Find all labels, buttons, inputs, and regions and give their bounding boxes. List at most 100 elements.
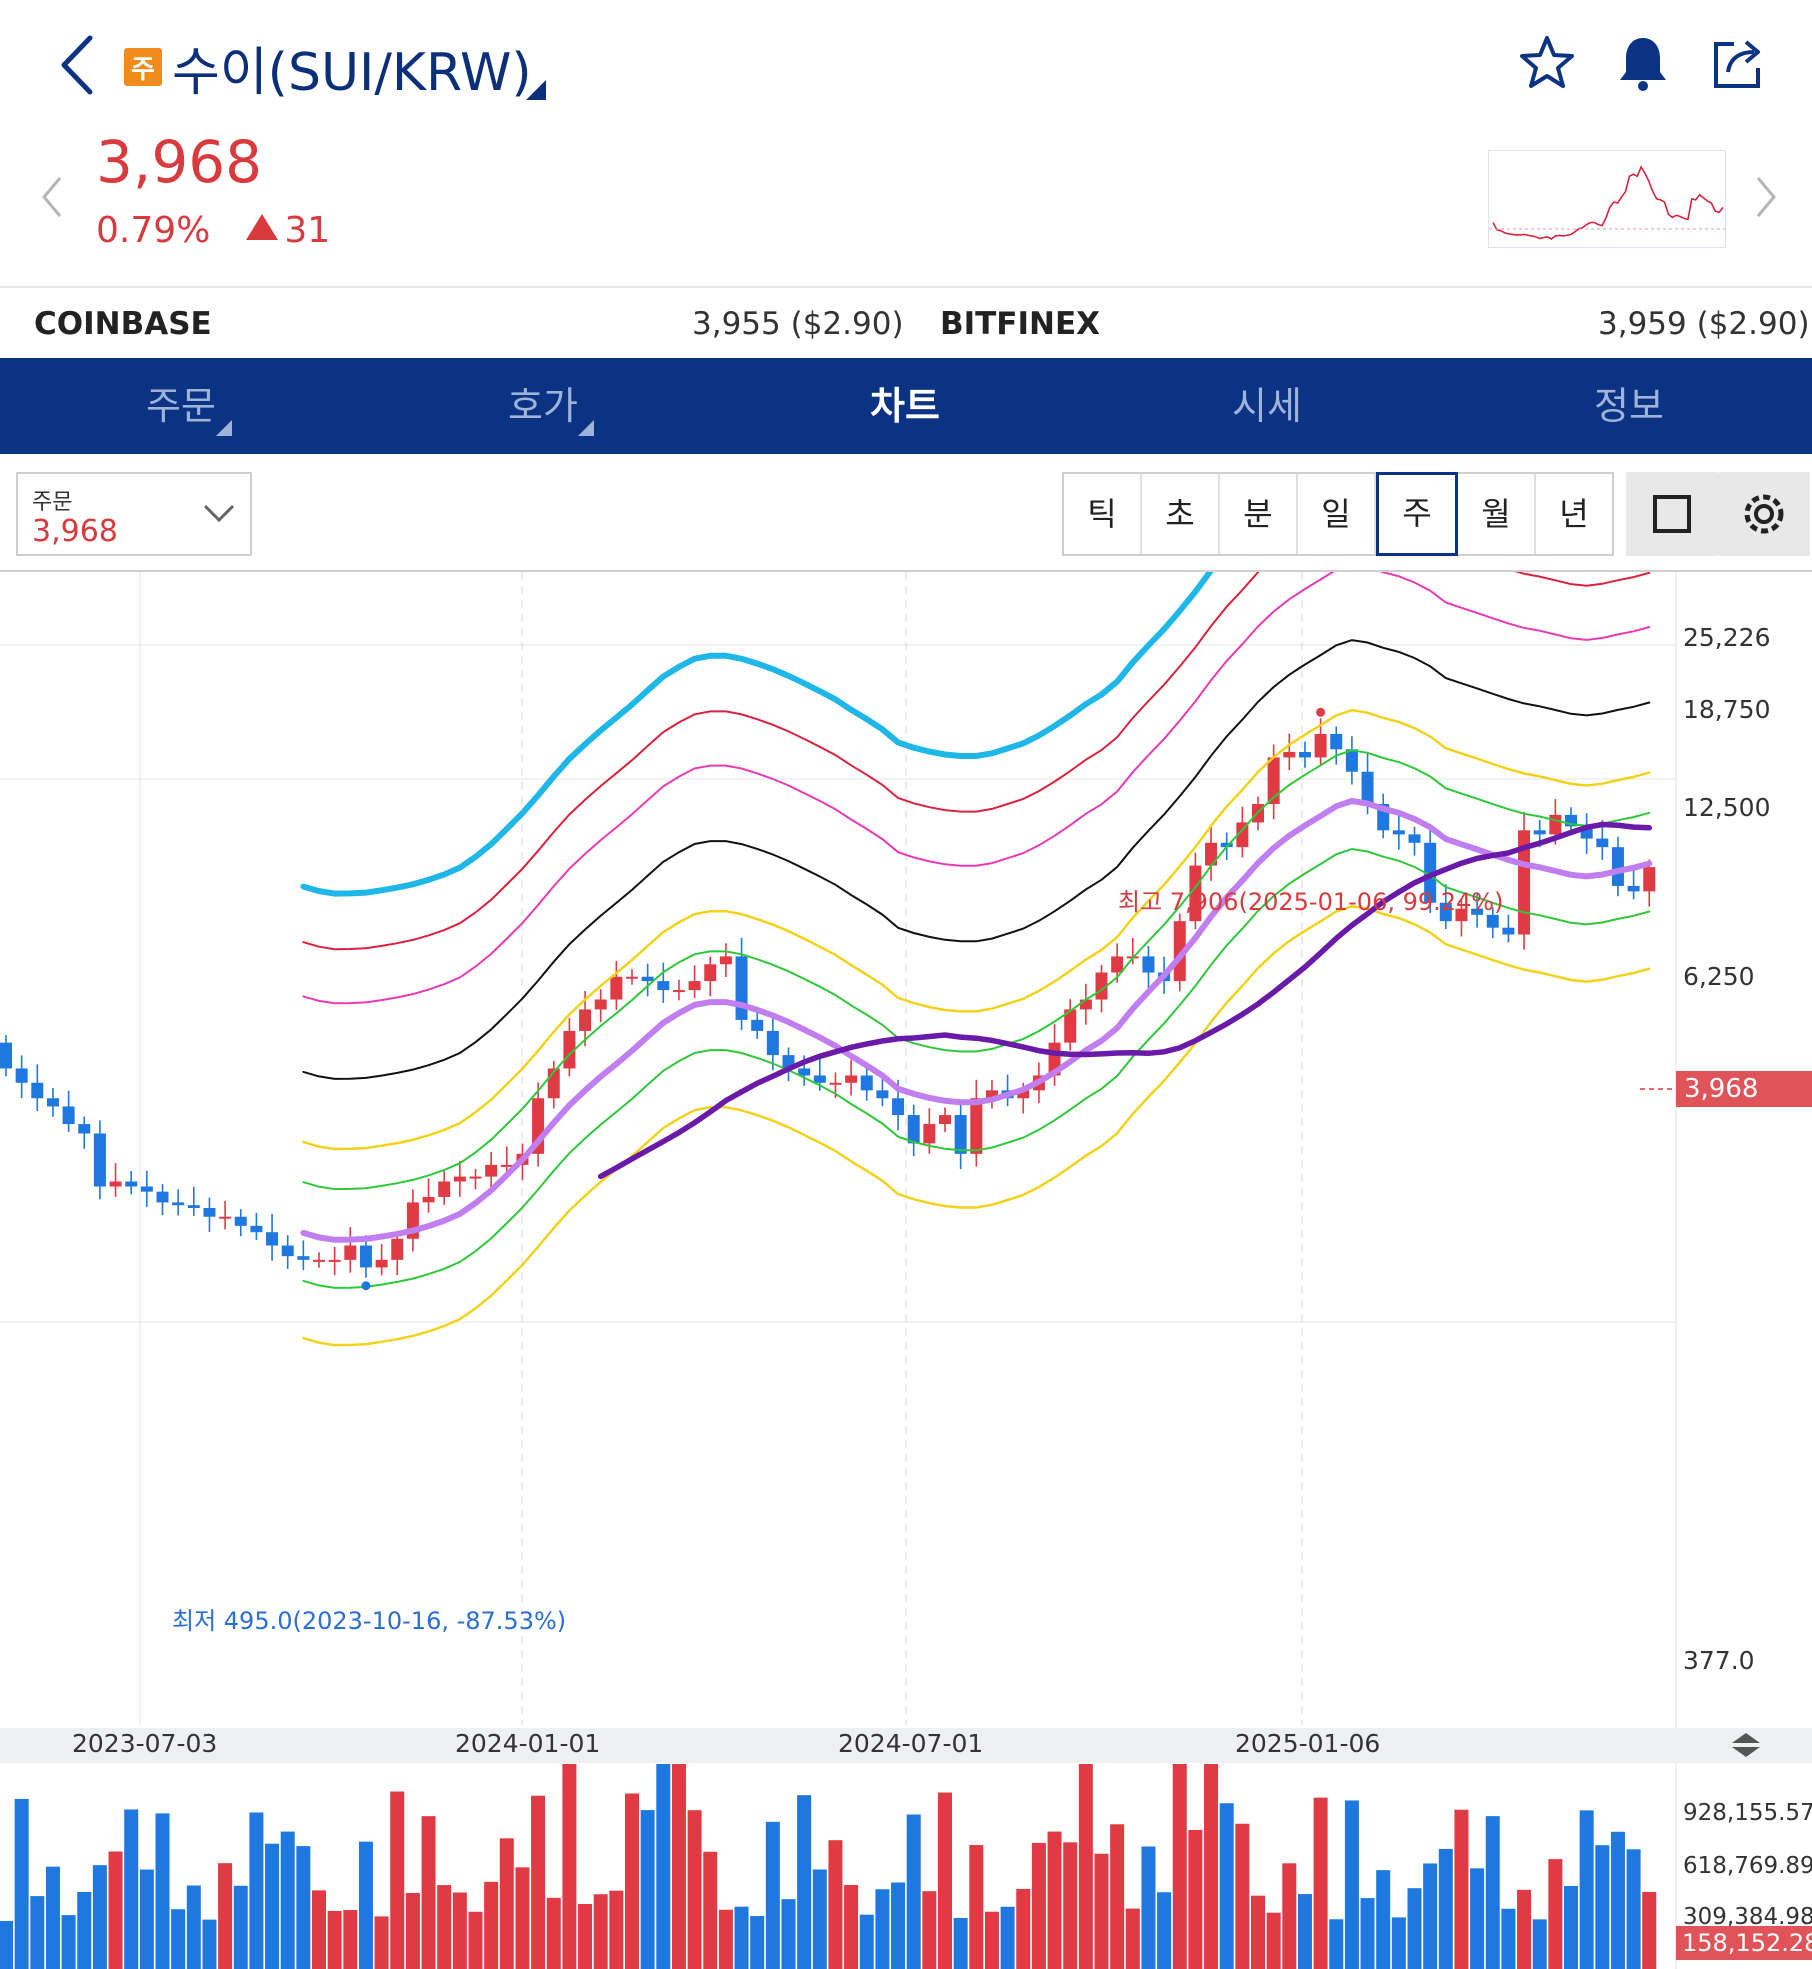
candle-down bbox=[1330, 734, 1343, 750]
period-month[interactable]: 월 bbox=[1458, 474, 1536, 554]
volume-bar-up bbox=[1016, 1888, 1031, 1969]
tab-chart[interactable]: 차트 bbox=[724, 358, 1086, 454]
mini-sparkline[interactable] bbox=[1488, 150, 1727, 248]
candle-down bbox=[187, 1205, 200, 1209]
candle-up bbox=[939, 1115, 951, 1125]
y-tick-3: 12,500 bbox=[1683, 793, 1771, 822]
volume-bar-down bbox=[139, 1869, 154, 1969]
volume-bar-down bbox=[1610, 1831, 1625, 1969]
tab-order[interactable]: 주문 bbox=[0, 358, 362, 454]
x-tick-2: 2024-01-01 bbox=[455, 1729, 601, 1758]
candle-down bbox=[1408, 834, 1421, 843]
bell-icon[interactable] bbox=[1612, 32, 1674, 94]
volume-bar-up bbox=[452, 1892, 467, 1969]
volume-bar-up bbox=[1235, 1823, 1250, 1969]
volume-bar-down bbox=[1470, 1868, 1485, 1969]
volume-bar-down bbox=[1000, 1906, 1015, 1969]
candle-down bbox=[798, 1068, 811, 1076]
envelope-green-upper-line bbox=[302, 749, 1651, 1191]
volume-bar-up bbox=[421, 1816, 436, 1969]
tab-chart-label: 차트 bbox=[870, 384, 940, 428]
volume-bar-down bbox=[765, 1821, 780, 1969]
back-chevron-icon[interactable] bbox=[52, 30, 102, 100]
tab-quotes-label: 시세 bbox=[1232, 384, 1302, 428]
period-tick[interactable]: 틱 bbox=[1064, 474, 1142, 554]
candle-down bbox=[125, 1181, 138, 1187]
order-select-label: 주문 bbox=[32, 490, 73, 515]
candle-up bbox=[1455, 908, 1468, 922]
period-second[interactable]: 초 bbox=[1142, 474, 1220, 554]
volume-bar-down bbox=[1329, 1919, 1344, 1969]
volume-bar-up bbox=[1172, 1764, 1187, 1969]
envelope-red-line bbox=[302, 572, 1651, 951]
envelope-green-lower-line bbox=[302, 847, 1651, 1289]
candle-down bbox=[1439, 902, 1452, 922]
volume-bar-up bbox=[1094, 1853, 1109, 1969]
volume-bar-down bbox=[1407, 1888, 1422, 1969]
volume-bar-up bbox=[922, 1891, 937, 1969]
candle-up bbox=[469, 1176, 482, 1179]
volume-bar-up bbox=[108, 1851, 123, 1969]
candle-up bbox=[1236, 822, 1249, 848]
candle-up bbox=[1189, 865, 1202, 922]
volume-bar-down bbox=[1376, 1870, 1391, 1969]
tab-info[interactable]: 정보 bbox=[1448, 358, 1810, 454]
volume-bar-up bbox=[515, 1867, 530, 1969]
volume-bar-down bbox=[30, 1896, 45, 1969]
top-bar: 주 수이(SUI/KRW) bbox=[0, 0, 1812, 130]
settings-button[interactable] bbox=[1718, 472, 1810, 556]
candle-down bbox=[93, 1133, 106, 1187]
volume-bar-down bbox=[171, 1909, 186, 1969]
tab-quotes[interactable]: 시세 bbox=[1086, 358, 1448, 454]
star-icon[interactable] bbox=[1516, 32, 1578, 94]
envelope-yellow-upper-line bbox=[302, 708, 1651, 1151]
date-axis[interactable] bbox=[0, 1728, 1812, 1762]
volume-bar-up bbox=[531, 1795, 546, 1969]
volume-bar-down bbox=[61, 1915, 76, 1969]
candle-up bbox=[1111, 956, 1124, 973]
y-tick-5: 377.0 bbox=[1683, 1646, 1755, 1675]
volume-bar-down bbox=[859, 1914, 874, 1969]
period-day[interactable]: 일 bbox=[1298, 474, 1376, 554]
volume-bar-up bbox=[1251, 1895, 1265, 1969]
candle-up bbox=[985, 1090, 998, 1099]
volume-bar-down bbox=[1579, 1810, 1594, 1969]
volume-bar-down bbox=[656, 1764, 671, 1969]
volume-bar-up bbox=[703, 1851, 718, 1969]
order-select[interactable]: 주문 3,968 bbox=[16, 472, 252, 556]
long-moving-average-line bbox=[597, 821, 1653, 1180]
volume-bar-down bbox=[1391, 1917, 1406, 1969]
tab-orderbook[interactable]: 호가 bbox=[362, 358, 724, 454]
swap-icon[interactable] bbox=[1728, 1731, 1764, 1759]
current-volume-marker: 158,152.286 bbox=[1676, 1926, 1812, 1960]
current-price: 3,968 bbox=[96, 128, 263, 196]
chevron-right-icon[interactable] bbox=[1752, 172, 1782, 222]
volume-bar-up bbox=[1642, 1891, 1657, 1969]
candle-up bbox=[344, 1245, 357, 1260]
exchange-name-1: COINBASE bbox=[34, 306, 212, 342]
high-marker bbox=[1316, 707, 1326, 717]
envelope-pink-line bbox=[302, 572, 1651, 1005]
volume-bar-up bbox=[609, 1890, 624, 1969]
period-year[interactable]: 년 bbox=[1559, 495, 1589, 533]
share-icon[interactable] bbox=[1708, 32, 1770, 94]
chevron-left-icon[interactable] bbox=[36, 172, 66, 222]
volume-bar-down bbox=[1564, 1885, 1578, 1969]
candle-down bbox=[172, 1202, 185, 1206]
x-tick-1: 2023-07-03 bbox=[72, 1729, 218, 1758]
vol-tick-1: 928,155.573 bbox=[1683, 1800, 1812, 1826]
period-week[interactable]: 주 bbox=[1376, 472, 1458, 556]
candle-up bbox=[610, 976, 623, 1000]
volume-bar-down bbox=[797, 1795, 812, 1969]
volume-bar-down bbox=[1485, 1816, 1500, 1969]
volume-bar-down bbox=[953, 1917, 968, 1969]
tab-info-label: 정보 bbox=[1594, 384, 1664, 428]
price-chart[interactable] bbox=[0, 572, 1812, 1969]
candle-down bbox=[156, 1191, 169, 1203]
period-minute[interactable]: 분 bbox=[1220, 474, 1298, 554]
candle-down bbox=[1611, 847, 1624, 886]
fullscreen-button[interactable] bbox=[1626, 472, 1718, 556]
y-tick-4: 6,250 bbox=[1683, 962, 1755, 991]
title-dropdown-caret-icon[interactable] bbox=[526, 80, 546, 100]
coin-title[interactable]: 수이(SUI/KRW) bbox=[172, 43, 532, 103]
